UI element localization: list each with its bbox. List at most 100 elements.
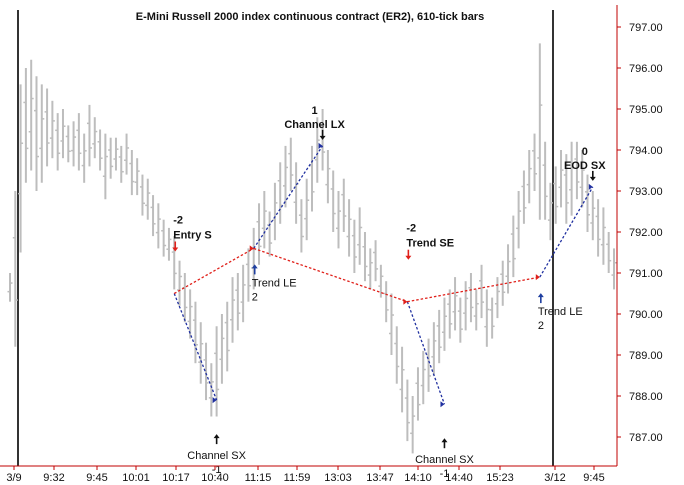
- price-bar: [12, 191, 18, 347]
- price-bar: [198, 322, 204, 384]
- x-tick-label: 10:01: [122, 472, 150, 484]
- trade-line-marker: [212, 397, 217, 404]
- x-tick-label: 14:10: [404, 472, 432, 484]
- price-bar: [378, 264, 384, 298]
- y-tick-label: 792.00: [629, 227, 663, 239]
- price-bar: [484, 289, 490, 347]
- price-bar: [81, 133, 87, 183]
- price-bar: [463, 281, 469, 331]
- price-bar: [155, 203, 161, 249]
- trade-line-blue: [406, 301, 446, 405]
- y-tick-label: 788.00: [629, 391, 663, 403]
- price-bar: [108, 137, 114, 179]
- price-bar: [134, 158, 140, 196]
- price-bars: [7, 43, 617, 454]
- price-bar: [192, 301, 198, 364]
- signal-label: EOD SX: [564, 160, 606, 172]
- signal-label: Trend SE: [406, 238, 454, 250]
- x-tick-label: 10:40: [201, 472, 229, 484]
- price-bar: [23, 68, 29, 183]
- signal-label: Channel LX: [284, 119, 345, 131]
- price-bar: [330, 170, 336, 232]
- trade-line-marker: [403, 298, 408, 305]
- price-bar: [494, 277, 500, 319]
- x-tick-label: 3/9: [6, 472, 21, 484]
- price-bar: [277, 162, 283, 224]
- price-bar: [150, 195, 156, 237]
- trade-line-red: [407, 276, 540, 303]
- price-bar: [235, 273, 241, 331]
- x-tick-label: 9:45: [583, 472, 604, 484]
- price-bar: [346, 199, 352, 257]
- price-bar: [309, 145, 315, 212]
- y-tick-label: 797.00: [629, 22, 663, 34]
- price-bar: [60, 109, 66, 159]
- price-bar: [224, 301, 230, 372]
- y-tick-label: 794.00: [629, 145, 663, 157]
- price-bar: [97, 129, 103, 171]
- price-bar: [510, 215, 516, 278]
- price-bar: [516, 191, 522, 249]
- price-bar: [420, 350, 426, 405]
- price-bar: [245, 248, 251, 302]
- trade-signal: 0 EOD SX: [564, 146, 606, 181]
- price-bar: [261, 191, 267, 249]
- price-bar: [595, 199, 601, 257]
- price-bar: [547, 182, 553, 241]
- price-bar: [118, 145, 124, 183]
- price-bar: [139, 174, 145, 216]
- y-tick-label: 793.00: [629, 186, 663, 198]
- price-bar: [44, 88, 50, 167]
- price-bar: [489, 297, 495, 339]
- price-bar: [569, 141, 575, 216]
- x-tick-label: 3/12: [544, 472, 565, 484]
- price-bar: [579, 150, 585, 208]
- price-bar: [362, 232, 368, 282]
- price-bar: [410, 396, 416, 454]
- price-bar: [71, 121, 77, 167]
- price-bar: [388, 293, 394, 355]
- signal-count: -2: [173, 215, 183, 227]
- price-bar: [590, 191, 596, 241]
- price-bar: [18, 84, 24, 253]
- price-bar: [325, 150, 331, 204]
- price-bar: [203, 342, 209, 401]
- signal-label: Channel SX: [187, 450, 246, 462]
- y-tick-label: 791.00: [629, 268, 663, 280]
- price-bar: [39, 84, 45, 183]
- y-tick-label: 795.00: [629, 104, 663, 116]
- price-bar: [102, 133, 108, 200]
- price-bar: [558, 150, 564, 208]
- price-bar: [373, 240, 379, 282]
- y-tick-label: 796.00: [629, 63, 663, 75]
- trade-signal: Trend LE 2: [251, 264, 297, 303]
- price-bar: [383, 281, 389, 323]
- x-tick-label: 11:15: [245, 472, 272, 484]
- price-bar: [542, 141, 548, 220]
- price-bar: [441, 297, 447, 351]
- signal-count: 2: [252, 291, 258, 303]
- price-bar: [76, 113, 82, 171]
- price-bar: [436, 309, 442, 364]
- price-bar: [272, 182, 278, 241]
- price-bar: [177, 260, 183, 306]
- price-bar: [537, 43, 543, 220]
- x-tick-label: 15:23: [486, 472, 514, 484]
- trade-line-marker: [249, 245, 254, 252]
- price-bar: [55, 113, 61, 171]
- price-bar: [240, 264, 246, 323]
- price-bar: [230, 277, 236, 343]
- x-tick-label: 14:40: [445, 472, 473, 484]
- trade-line-red: [253, 247, 408, 303]
- price-bar: [505, 244, 511, 294]
- price-bar: [468, 273, 474, 323]
- price-bar: [351, 219, 357, 273]
- x-tick-label: 9:32: [43, 472, 64, 484]
- price-bar: [563, 154, 569, 224]
- price-bar: [171, 236, 177, 290]
- signal-count: -2: [406, 223, 416, 235]
- price-bar: [267, 211, 273, 257]
- price-bar: [431, 322, 437, 376]
- price-bar: [33, 76, 39, 191]
